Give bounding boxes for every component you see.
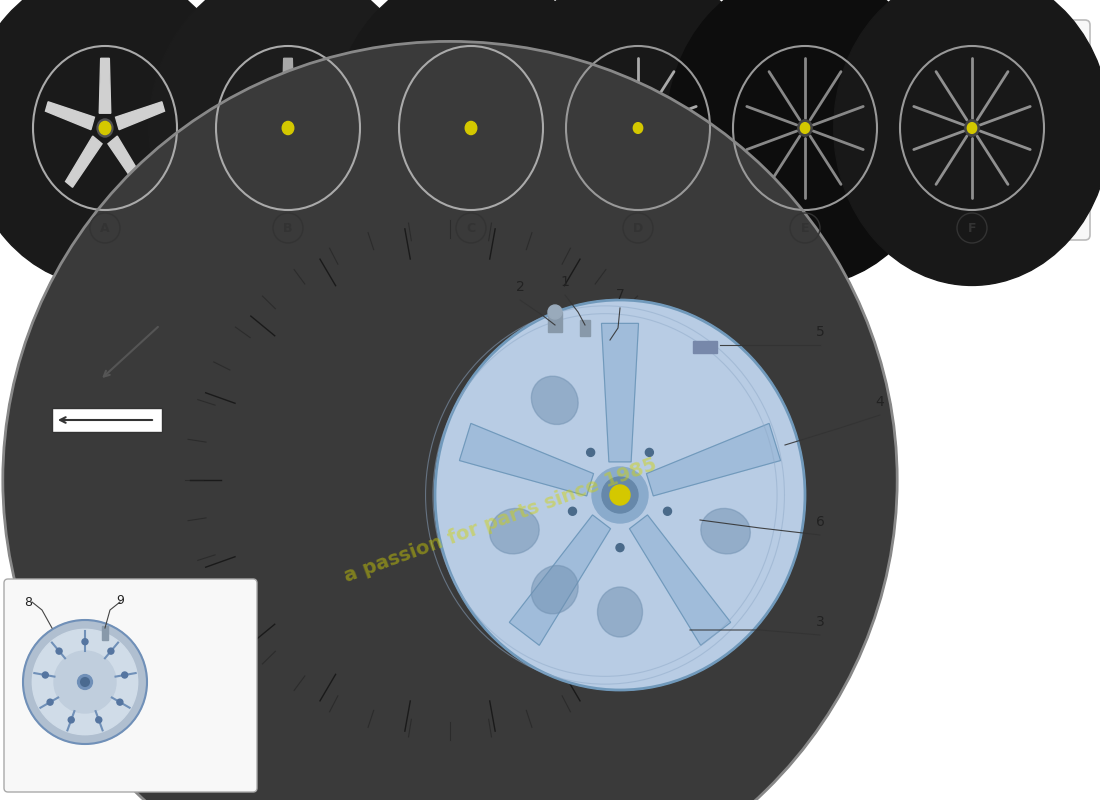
Polygon shape [45, 102, 95, 130]
Polygon shape [99, 58, 111, 114]
Circle shape [42, 672, 48, 678]
Circle shape [117, 699, 123, 705]
Circle shape [56, 648, 62, 654]
Circle shape [569, 507, 576, 515]
Polygon shape [411, 102, 461, 130]
Ellipse shape [283, 122, 294, 134]
Circle shape [82, 638, 88, 645]
Ellipse shape [499, 0, 777, 286]
Circle shape [96, 717, 102, 723]
Text: 9: 9 [117, 594, 124, 606]
Circle shape [47, 699, 53, 705]
Ellipse shape [280, 119, 296, 137]
Circle shape [68, 717, 74, 723]
Polygon shape [647, 423, 781, 496]
Polygon shape [298, 102, 348, 130]
Ellipse shape [834, 0, 1100, 286]
Circle shape [548, 305, 562, 319]
Circle shape [80, 678, 89, 686]
Text: 4: 4 [876, 395, 884, 409]
Text: A: A [100, 222, 110, 234]
Text: 7: 7 [616, 288, 625, 302]
Ellipse shape [399, 46, 543, 210]
Polygon shape [292, 136, 328, 187]
Text: D: D [632, 222, 644, 234]
Polygon shape [249, 136, 285, 187]
Ellipse shape [490, 509, 539, 554]
Text: 2: 2 [516, 280, 525, 294]
Ellipse shape [967, 122, 977, 134]
Text: F: F [968, 222, 977, 234]
Bar [0, 240, 1100, 800]
Ellipse shape [798, 120, 812, 136]
Ellipse shape [701, 509, 750, 554]
Circle shape [592, 467, 648, 523]
Text: 6: 6 [815, 515, 824, 529]
Polygon shape [602, 323, 638, 462]
Ellipse shape [531, 376, 579, 425]
Polygon shape [108, 136, 144, 187]
Polygon shape [629, 515, 730, 646]
Ellipse shape [733, 46, 877, 210]
Polygon shape [482, 102, 530, 130]
Polygon shape [474, 136, 510, 187]
Ellipse shape [332, 0, 610, 286]
Ellipse shape [566, 46, 710, 210]
Circle shape [663, 507, 671, 515]
Bar [52, 408, 162, 432]
Circle shape [23, 620, 147, 744]
Ellipse shape [465, 122, 476, 134]
Ellipse shape [597, 587, 642, 637]
Text: a passion for parts since 1985: a passion for parts since 1985 [341, 454, 659, 586]
Ellipse shape [630, 120, 646, 136]
Circle shape [78, 674, 92, 690]
Circle shape [108, 648, 114, 654]
Text: 5: 5 [815, 325, 824, 339]
Ellipse shape [148, 0, 427, 286]
Polygon shape [116, 102, 165, 130]
Ellipse shape [33, 46, 177, 210]
Text: B: B [284, 222, 293, 234]
Text: E: E [801, 222, 810, 234]
Circle shape [616, 544, 624, 552]
Bar [693, 341, 717, 353]
Ellipse shape [965, 120, 979, 136]
Ellipse shape [99, 122, 111, 134]
FancyBboxPatch shape [4, 579, 257, 792]
Bar [548, 312, 562, 332]
Circle shape [610, 485, 630, 505]
Ellipse shape [216, 46, 360, 210]
Ellipse shape [97, 119, 113, 137]
Polygon shape [229, 102, 277, 130]
FancyBboxPatch shape [10, 20, 1090, 240]
Circle shape [586, 449, 595, 457]
Text: 1: 1 [561, 275, 570, 289]
Polygon shape [460, 423, 594, 496]
Bar [102, 626, 108, 640]
Circle shape [646, 449, 653, 457]
Polygon shape [283, 58, 294, 114]
Text: 3: 3 [815, 615, 824, 629]
Ellipse shape [531, 566, 579, 614]
Ellipse shape [3, 42, 898, 800]
Ellipse shape [434, 300, 805, 690]
Polygon shape [465, 58, 476, 114]
Text: 8: 8 [24, 595, 32, 609]
Circle shape [602, 477, 638, 513]
Polygon shape [509, 515, 610, 646]
Polygon shape [431, 136, 467, 187]
Text: C: C [466, 222, 475, 234]
Circle shape [122, 672, 128, 678]
Ellipse shape [900, 46, 1044, 210]
Bar [580, 320, 590, 336]
Ellipse shape [190, 225, 710, 735]
Circle shape [32, 630, 138, 734]
Circle shape [54, 651, 116, 713]
Ellipse shape [634, 122, 642, 134]
Ellipse shape [801, 122, 810, 134]
Ellipse shape [0, 0, 244, 286]
Ellipse shape [463, 119, 478, 137]
Ellipse shape [667, 0, 943, 286]
Polygon shape [66, 136, 102, 187]
